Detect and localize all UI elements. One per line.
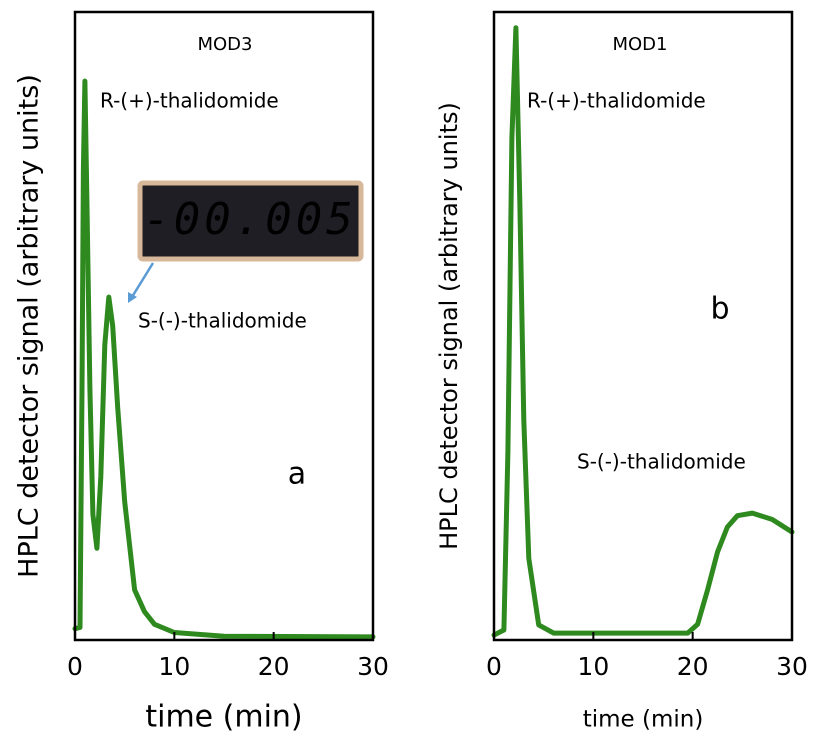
annotation: b [710, 292, 729, 327]
x-tick-label: 10 [158, 652, 190, 681]
x-tick-label: 30 [776, 652, 808, 681]
x-axis-label: time (min) [145, 700, 302, 735]
annotation: R-(+)-thalidomide [527, 89, 706, 113]
data-line [72, 78, 376, 640]
display-panel [137, 180, 364, 262]
y-axis-label: HPLC detector signal (arbitrary units) [14, 74, 45, 578]
plot-frame [73, 10, 375, 642]
annotation: S-(-)-thalidomide [577, 450, 746, 474]
y-axis-label: HPLC detector signal (arbitrary units) [435, 102, 463, 550]
x-tick-label: 0 [67, 652, 83, 681]
x-tick-label: 0 [486, 652, 502, 681]
annotation: S-(-)-thalidomide [138, 309, 307, 333]
x-tick-label: 20 [677, 652, 709, 681]
arrow-head [128, 292, 137, 303]
x-tick-label: 20 [258, 652, 290, 681]
display-reading: -00.005 [143, 194, 356, 245]
plot-frame [492, 10, 794, 642]
arrow-line [130, 262, 155, 298]
x-tick-label: 30 [357, 652, 389, 681]
annotation: a [288, 457, 306, 492]
data-line [491, 25, 795, 638]
x-axis-label: time (min) [583, 707, 704, 733]
annotation: R-(+)-thalidomide [100, 89, 279, 113]
x-tick-label: 10 [577, 652, 609, 681]
panel-title: MOD1 [612, 34, 667, 55]
panel-title: MOD3 [197, 34, 252, 55]
